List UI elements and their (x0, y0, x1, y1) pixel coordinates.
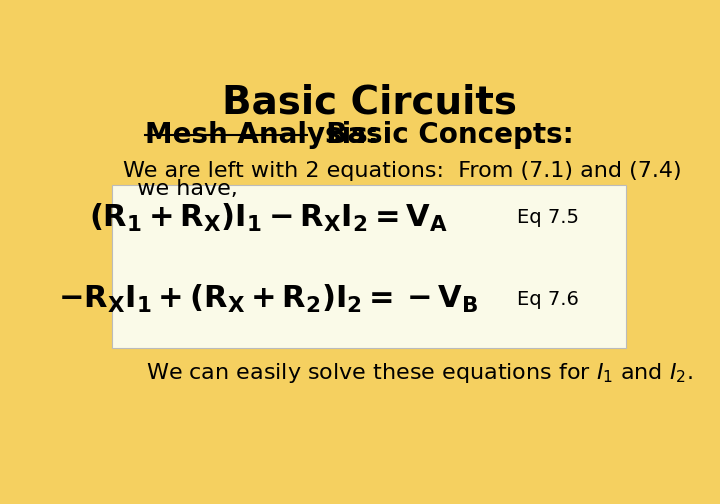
Text: We are left with 2 equations:  From (7.1) and (7.4): We are left with 2 equations: From (7.1)… (124, 161, 682, 181)
Text: We can easily solve these equations for $I_1$ and $I_2.$: We can easily solve these equations for … (145, 361, 693, 385)
FancyBboxPatch shape (112, 184, 626, 348)
Text: Eq 7.6: Eq 7.6 (517, 290, 578, 308)
Text: $\mathbf{(R_1 + R_X)I_1 - R_X I_2 = V_A}$: $\mathbf{(R_1 + R_X)I_1 - R_X I_2 = V_A}… (89, 202, 448, 234)
Text: we have,: we have, (124, 179, 238, 199)
Text: Eq 7.5: Eq 7.5 (516, 208, 579, 227)
Text: Basic Concepts:: Basic Concepts: (307, 120, 573, 149)
Text: Mesh Analysis:: Mesh Analysis: (145, 120, 379, 149)
Text: Basic Circuits: Basic Circuits (222, 84, 516, 122)
Text: $\mathbf{-R_X I_1 + (R_X + R_2)I_2 = -V_B}$: $\mathbf{-R_X I_1 + (R_X + R_2)I_2 = -V_… (58, 283, 479, 315)
